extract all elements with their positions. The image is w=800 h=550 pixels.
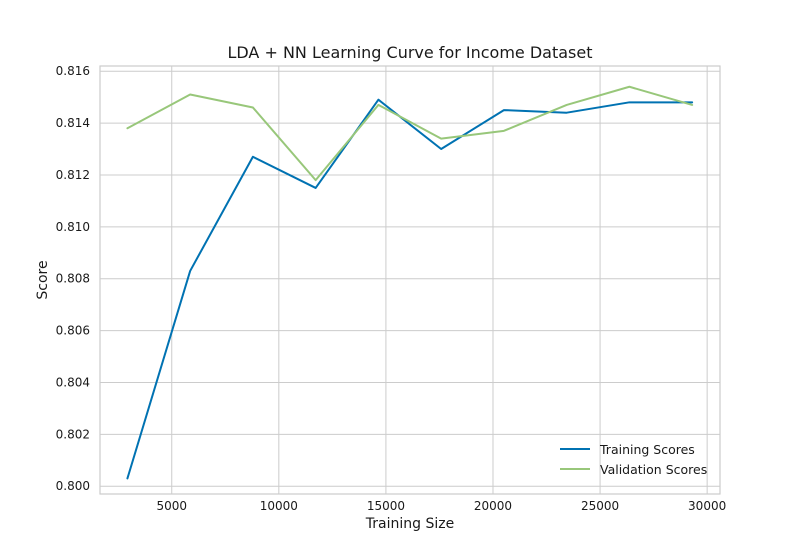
series-line-training-scores <box>126 98 694 480</box>
legend-label-validation-scores: Validation Scores <box>600 462 707 477</box>
legend: Training Scores Validation Scores <box>560 442 707 477</box>
plot-background <box>100 66 720 494</box>
y-tick-label: 0.812 <box>56 168 90 182</box>
x-tick-label: 10000 <box>260 499 298 513</box>
x-tick-labels: 5000 10000 15000 20000 25000 30000 <box>156 499 726 513</box>
x-tick-label: 20000 <box>474 499 512 513</box>
chart-title: LDA + NN Learning Curve for Income Datas… <box>227 43 592 62</box>
x-tick-label: 5000 <box>156 499 187 513</box>
x-axis-label: Training Size <box>365 516 454 532</box>
y-tick-label: 0.816 <box>56 64 90 78</box>
y-tick-label: 0.802 <box>56 427 90 441</box>
x-tick-label: 25000 <box>581 499 619 513</box>
y-tick-label: 0.814 <box>56 116 90 130</box>
grid <box>100 66 720 494</box>
x-tick-label: 15000 <box>367 499 405 513</box>
plot-frame <box>99 65 721 495</box>
y-tick-label: 0.808 <box>56 272 90 286</box>
y-tick-label: 0.800 <box>56 479 90 493</box>
y-tick-label: 0.810 <box>56 220 90 234</box>
legend-label-training-scores: Training Scores <box>599 442 695 457</box>
series-line-validation-scores <box>126 85 694 182</box>
y-tick-labels: 0.800 0.802 0.804 0.806 0.808 0.810 0.812 0.814… <box>56 64 90 493</box>
y-axis-label: Score <box>35 260 51 299</box>
y-tick-label: 0.804 <box>56 375 90 389</box>
series-lines <box>126 85 694 480</box>
x-tick-label: 30000 <box>688 499 726 513</box>
y-tick-label: 0.806 <box>56 324 90 338</box>
